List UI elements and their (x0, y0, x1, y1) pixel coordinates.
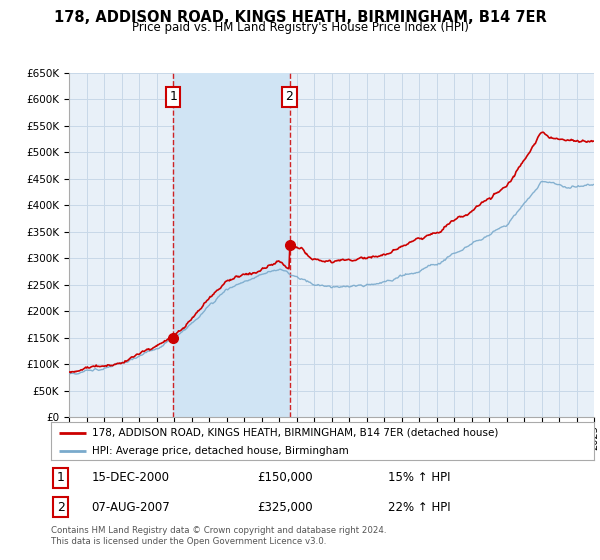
Text: 1: 1 (169, 90, 177, 104)
Text: Price paid vs. HM Land Registry's House Price Index (HPI): Price paid vs. HM Land Registry's House … (131, 21, 469, 34)
Text: 15-DEC-2000: 15-DEC-2000 (92, 471, 170, 484)
Text: £150,000: £150,000 (257, 471, 313, 484)
Text: 2: 2 (57, 501, 65, 514)
Text: 178, ADDISON ROAD, KINGS HEATH, BIRMINGHAM, B14 7ER (detached house): 178, ADDISON ROAD, KINGS HEATH, BIRMINGH… (92, 428, 498, 438)
Text: 22% ↑ HPI: 22% ↑ HPI (388, 501, 450, 514)
Text: £325,000: £325,000 (257, 501, 313, 514)
Text: 2: 2 (286, 90, 293, 104)
Bar (173, 73, 290, 417)
Text: 07-AUG-2007: 07-AUG-2007 (92, 501, 170, 514)
Text: 15% ↑ HPI: 15% ↑ HPI (388, 471, 450, 484)
Text: 178, ADDISON ROAD, KINGS HEATH, BIRMINGHAM, B14 7ER: 178, ADDISON ROAD, KINGS HEATH, BIRMINGH… (53, 10, 547, 25)
Text: 1: 1 (57, 471, 65, 484)
Text: Contains HM Land Registry data © Crown copyright and database right 2024.
This d: Contains HM Land Registry data © Crown c… (51, 526, 386, 546)
Text: HPI: Average price, detached house, Birmingham: HPI: Average price, detached house, Birm… (92, 446, 349, 456)
